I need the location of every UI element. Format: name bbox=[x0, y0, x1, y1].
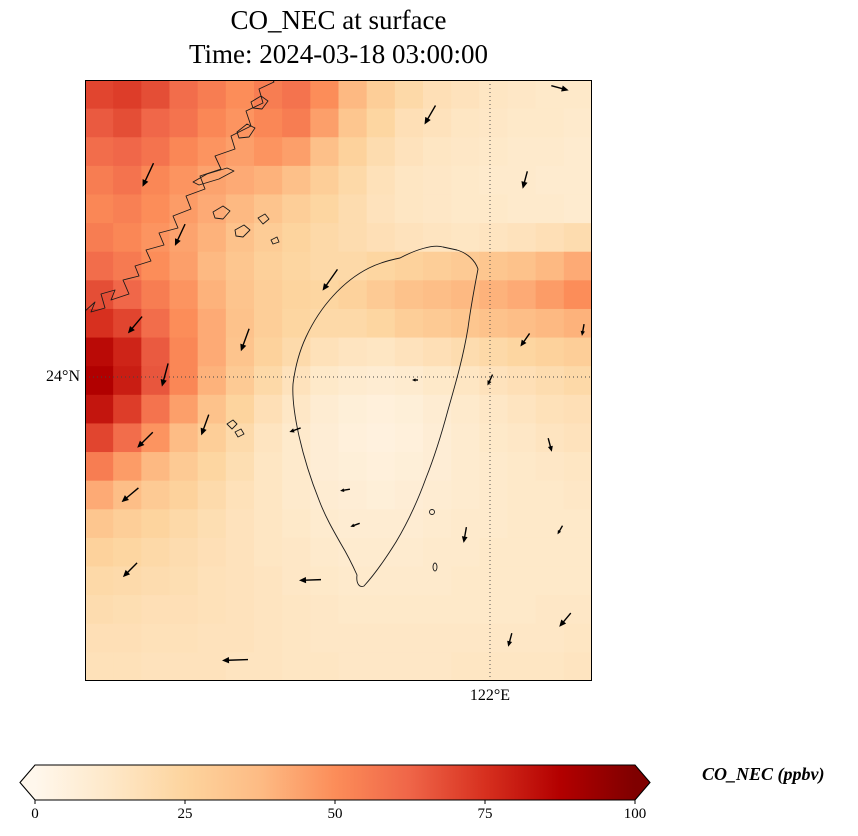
colorbar-tick-25: 25 bbox=[177, 806, 193, 822]
map-canvas bbox=[83, 78, 593, 682]
colorbar-over-arrow bbox=[635, 765, 650, 800]
island bbox=[226, 419, 238, 430]
colorbar-canvas bbox=[19, 764, 651, 804]
island bbox=[257, 213, 270, 225]
lon-tick-label: 122°E bbox=[469, 687, 511, 704]
island bbox=[270, 236, 280, 245]
heatmap-layer bbox=[85, 80, 593, 682]
island bbox=[192, 167, 235, 186]
island bbox=[429, 509, 435, 515]
coastline-layer bbox=[83, 78, 479, 587]
colorbar-gradient-bar bbox=[35, 765, 635, 800]
island bbox=[250, 95, 269, 110]
colorbar-tick-100: 100 bbox=[623, 806, 647, 822]
colorbar-tick-50: 50 bbox=[327, 806, 343, 822]
colorbar-under-arrow bbox=[20, 765, 35, 800]
island bbox=[212, 205, 231, 220]
colorbar-ticks bbox=[34, 800, 636, 804]
plot-title: CO_NEC at surface bbox=[230, 5, 447, 35]
island bbox=[236, 123, 256, 139]
island bbox=[234, 224, 251, 238]
colorbar-tick-75: 75 bbox=[477, 806, 493, 822]
taiwan-coastline bbox=[292, 245, 479, 587]
colorbar: 0 25 50 75 100 bbox=[18, 762, 678, 832]
colorbar-label: CO_NEC (ppbv) bbox=[702, 764, 825, 784]
island bbox=[432, 562, 438, 572]
plot-subtitle: Time: 2024-03-18 03:00:00 bbox=[188, 39, 489, 69]
wind-vectors-layer bbox=[121, 84, 585, 664]
colorbar-tick-0: 0 bbox=[31, 806, 39, 822]
lat-tick-label: 24°N bbox=[46, 368, 80, 385]
axes-frame bbox=[85, 80, 592, 681]
map-plot-area bbox=[83, 78, 593, 682]
island bbox=[234, 428, 245, 438]
